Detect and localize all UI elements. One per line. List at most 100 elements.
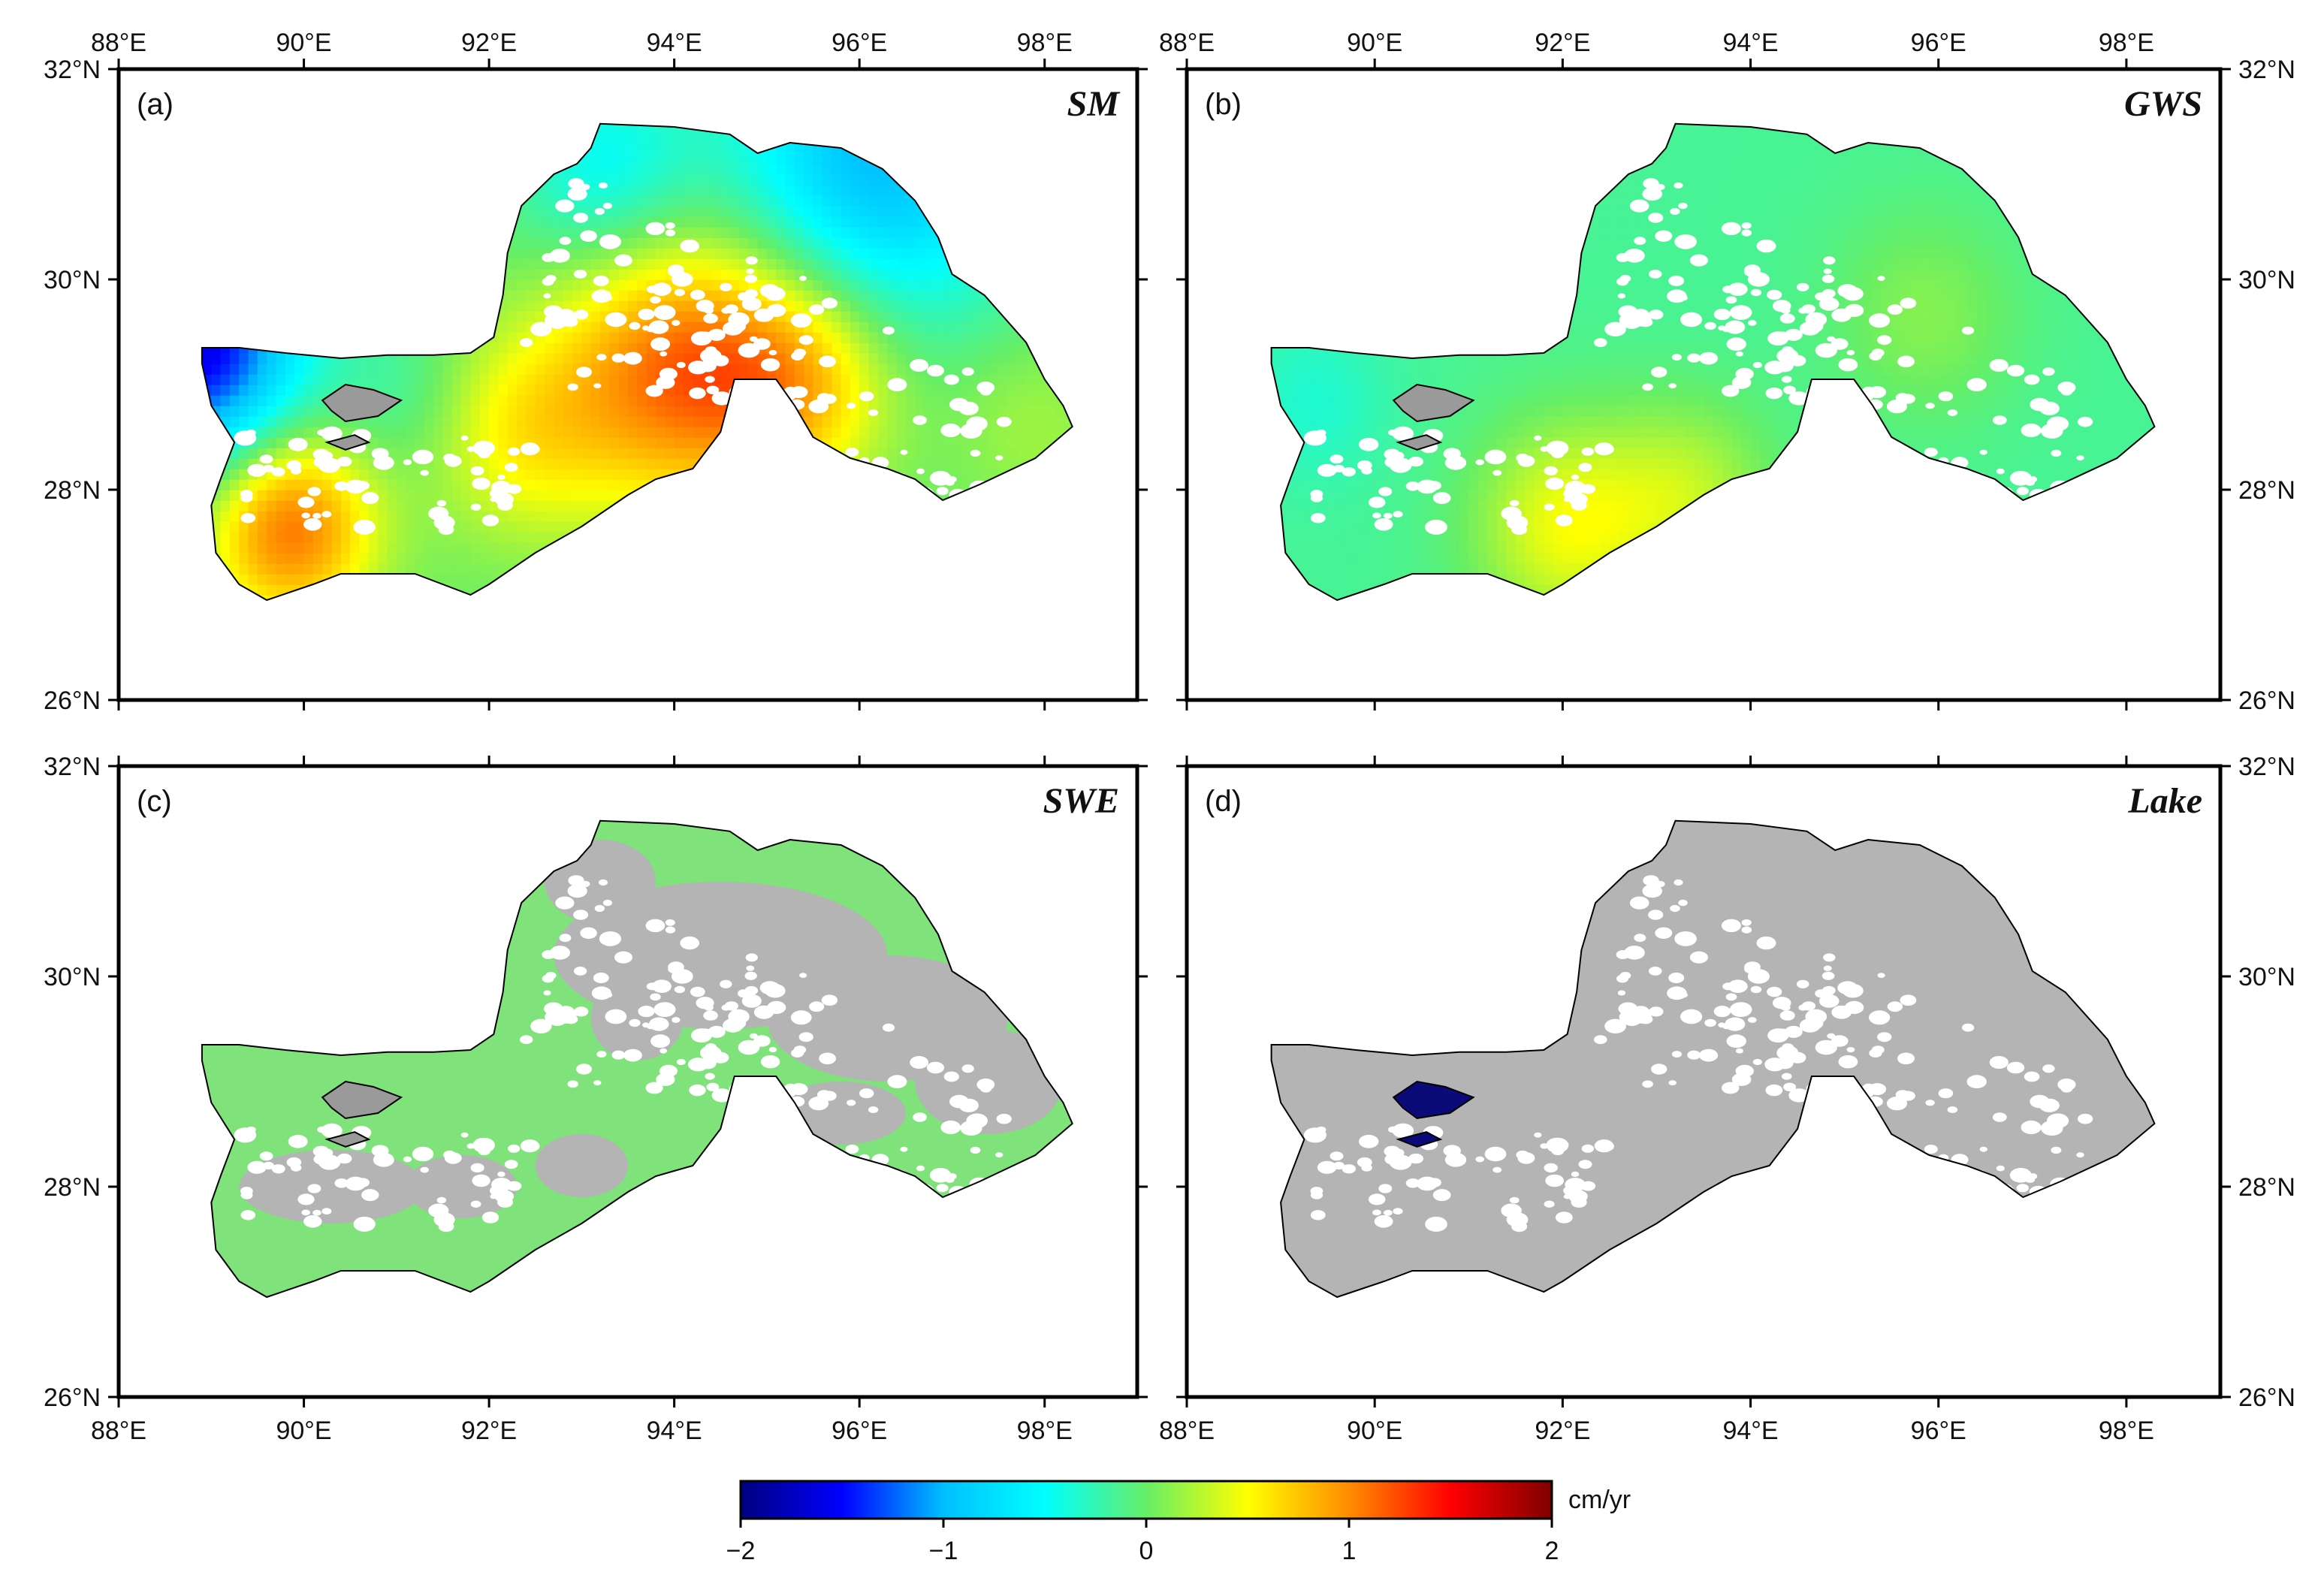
field-cell bbox=[1035, 332, 1046, 343]
field-cell bbox=[628, 290, 638, 301]
field-cell bbox=[757, 385, 768, 396]
field-cell bbox=[988, 174, 999, 186]
field-cell bbox=[267, 374, 277, 385]
field-cell bbox=[693, 111, 702, 122]
field-cell bbox=[665, 132, 675, 143]
field-cell bbox=[470, 553, 481, 564]
masked-speckle bbox=[910, 359, 928, 372]
masked-speckle bbox=[698, 331, 714, 342]
field-cell bbox=[850, 174, 860, 186]
field-cell bbox=[998, 206, 1009, 217]
field-cell bbox=[433, 563, 444, 575]
field-cell bbox=[545, 500, 555, 511]
field-cell bbox=[378, 300, 388, 312]
field-cell bbox=[322, 185, 333, 196]
field-cell bbox=[933, 206, 943, 217]
field-cell bbox=[331, 216, 342, 228]
field-cell bbox=[303, 174, 314, 186]
field-cell bbox=[312, 174, 323, 186]
field-cell bbox=[1290, 574, 1300, 585]
field-cell bbox=[841, 532, 851, 543]
field-cell bbox=[1007, 195, 1018, 207]
field-cell bbox=[757, 269, 768, 280]
field-cell bbox=[489, 364, 500, 375]
field-cell bbox=[637, 563, 647, 575]
field-cell bbox=[276, 458, 286, 469]
field-cell bbox=[572, 395, 583, 406]
field-cell bbox=[665, 237, 675, 249]
field-cell bbox=[545, 406, 555, 417]
field-cell bbox=[433, 553, 444, 564]
field-cell bbox=[813, 206, 823, 217]
field-cell bbox=[868, 195, 879, 207]
field-cell bbox=[433, 342, 444, 354]
field-cell bbox=[665, 416, 675, 427]
field-cell bbox=[507, 153, 518, 164]
field-cell bbox=[489, 416, 500, 427]
field-cell bbox=[545, 185, 555, 196]
field-cell bbox=[396, 427, 406, 438]
field-cell bbox=[1054, 111, 1064, 122]
field-cell bbox=[850, 385, 860, 396]
field-cell bbox=[1073, 342, 1082, 354]
field-cell bbox=[461, 458, 472, 469]
field-cell bbox=[702, 237, 712, 249]
field-cell bbox=[248, 216, 258, 228]
field-cell bbox=[637, 553, 647, 564]
field-cell bbox=[609, 300, 620, 312]
field-cell bbox=[451, 332, 462, 343]
field-cell bbox=[859, 574, 870, 585]
field-cell bbox=[674, 479, 684, 490]
field-cell bbox=[331, 553, 342, 564]
field-cell bbox=[267, 406, 277, 417]
field-cell bbox=[887, 342, 898, 354]
field-cell bbox=[545, 143, 555, 154]
field-cell bbox=[896, 511, 907, 522]
field-cell bbox=[451, 374, 462, 385]
field-cell bbox=[461, 595, 472, 601]
field-cell bbox=[628, 185, 638, 196]
field-cell bbox=[646, 406, 656, 417]
field-cell bbox=[406, 479, 416, 490]
field-cell bbox=[896, 574, 907, 585]
field-cell bbox=[257, 479, 267, 490]
masked-speckle bbox=[656, 376, 675, 389]
field-cell bbox=[628, 500, 638, 511]
field-cell bbox=[628, 542, 638, 554]
field-cell bbox=[563, 469, 573, 480]
field-cell bbox=[229, 290, 240, 301]
field-cell bbox=[322, 248, 333, 259]
field-cell bbox=[1082, 595, 1091, 606]
field-cell bbox=[988, 185, 999, 196]
field-cell bbox=[1073, 448, 1082, 459]
field-cell bbox=[201, 258, 203, 270]
field-cell bbox=[877, 437, 888, 448]
field-cell bbox=[1054, 143, 1064, 154]
field-cell bbox=[507, 374, 518, 385]
field-cell bbox=[729, 153, 740, 164]
field-cell bbox=[609, 490, 620, 501]
field-cell bbox=[276, 111, 286, 122]
field-cell bbox=[526, 563, 536, 575]
field-cell bbox=[637, 248, 647, 259]
field-cell bbox=[572, 574, 583, 585]
field-cell bbox=[396, 332, 406, 343]
field-cell bbox=[1044, 511, 1055, 522]
field-cell bbox=[738, 216, 749, 228]
field-cell bbox=[1271, 132, 1281, 143]
field-cell bbox=[276, 164, 286, 175]
field-cell bbox=[933, 300, 943, 312]
field-cell bbox=[480, 111, 490, 122]
field-cell bbox=[322, 300, 333, 312]
field-cell bbox=[656, 490, 666, 501]
field-cell bbox=[832, 311, 842, 322]
field-cell bbox=[406, 469, 416, 480]
field-cell bbox=[1271, 553, 1272, 564]
field-cell bbox=[517, 237, 527, 249]
field-cell bbox=[618, 269, 629, 280]
field-cell bbox=[656, 395, 666, 406]
masked-speckle bbox=[900, 449, 908, 455]
field-cell bbox=[312, 374, 323, 385]
field-cell bbox=[665, 195, 675, 207]
field-cell bbox=[1271, 385, 1272, 396]
